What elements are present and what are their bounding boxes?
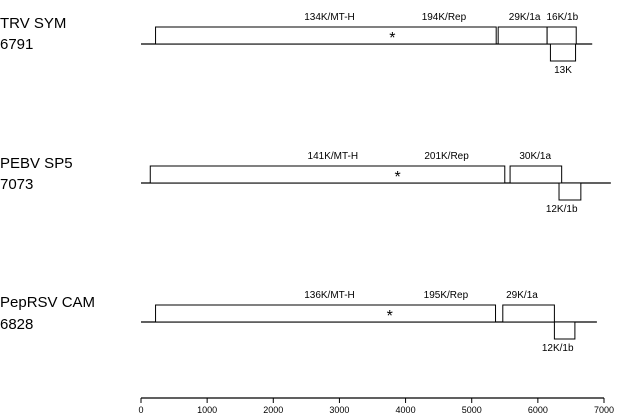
scale-axis: 0 1000 2000 3000 4000 5000 6000 7000 <box>138 397 614 415</box>
mutation-marker-icon: * <box>395 169 401 186</box>
scale-tick-label: 3000 <box>329 405 349 415</box>
genome-length-label: 7073 <box>0 176 33 193</box>
mutation-marker-icon: * <box>389 30 395 47</box>
orf-box-replicase <box>149 165 506 184</box>
orf-label-replicase: 195K/Rep <box>424 290 469 301</box>
scale-tick-label: 5000 <box>462 405 482 415</box>
orf-label-replicase: 201K/Rep <box>424 151 469 162</box>
orf-label-29k: 29K/1a <box>509 12 541 23</box>
genome-row-2: PEBV SP5 7073 141K/MT-H 201K/Rep 30K/1a 12K… <box>0 151 611 215</box>
orf-label-replicase: 134K/MT-H <box>304 12 355 23</box>
genome-name: PEBV SP5 <box>0 155 73 172</box>
orf-label-16k: 16K/1b <box>546 12 578 23</box>
genome-map: 136K/MT-H 195K/Rep 29K/1a 12K/1b * <box>141 290 597 354</box>
scale-tick-label: 2000 <box>263 405 283 415</box>
orf-box-30k <box>509 165 563 184</box>
genome-map: 134K/MT-H 194K/Rep 29K/1a 16K/1b 13K * <box>141 12 593 76</box>
orf-box-12k <box>558 182 582 201</box>
orf-box-16k <box>546 26 577 45</box>
orf-label-12k: 12K/1b <box>542 343 574 354</box>
orf-label-29k: 29K/1a <box>506 290 538 301</box>
orf-box-replicase <box>155 26 497 45</box>
genome-name: PepRSV CAM <box>0 294 95 311</box>
orf-box-12k <box>553 321 576 340</box>
orf-label-replicase: 194K/Rep <box>422 12 467 23</box>
scale-tick-label: 7000 <box>594 405 614 415</box>
mutation-marker-icon: * <box>387 308 393 325</box>
scale-tick-label: 4000 <box>396 405 416 415</box>
orf-label-12k: 12K/1b <box>546 204 578 215</box>
orf-label-30k: 30K/1a <box>519 151 551 162</box>
scale-tick-label: 1000 <box>197 405 217 415</box>
genome-row-3: PepRSV CAM 6828 136K/MT-H 195K/Rep 29K/1a1… <box>0 290 597 354</box>
orf-label-replicase: 141K/MT-H <box>308 151 359 162</box>
orf-box-13k <box>549 43 577 62</box>
genome-length-label: 6828 <box>0 316 33 333</box>
orf-box-29k <box>502 304 555 323</box>
scale-tick-label: 0 <box>138 405 143 415</box>
orf-box-29k <box>497 26 548 45</box>
genome-length-label: 6791 <box>0 36 33 53</box>
genome-row-1: TRV SYM 6791 134K/MT-H 194K/Rep 29K/1a 16K/… <box>0 12 593 76</box>
scale-tick-label: 6000 <box>528 405 548 415</box>
genome-map: 141K/MT-H 201K/Rep 30K/1a 12K/1b * <box>141 151 611 215</box>
orf-label-replicase: 136K/MT-H <box>304 290 355 301</box>
orf-label-13k: 13K <box>554 65 572 76</box>
genome-name: TRV SYM <box>0 15 66 32</box>
orf-box-replicase <box>155 304 497 323</box>
